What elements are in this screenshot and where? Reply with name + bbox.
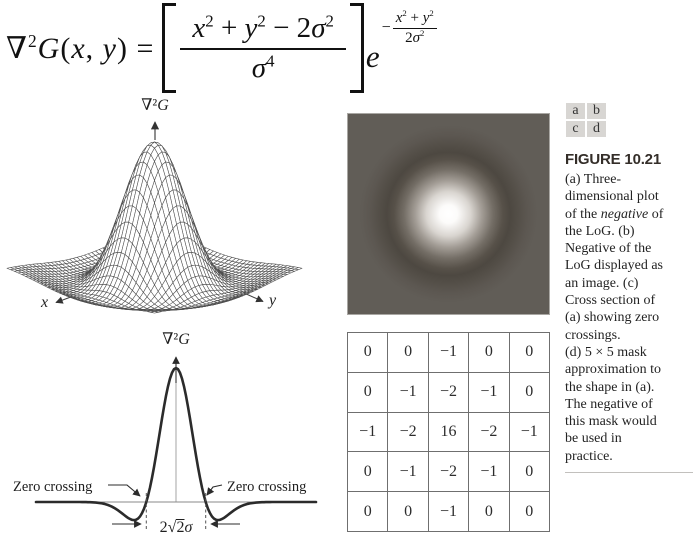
left-bracket — [162, 3, 177, 93]
z-axis-label: ∇²G — [162, 331, 190, 348]
mask-cell: −1 — [468, 451, 510, 493]
mask-row: 0 −1 −2 −1 0 — [346, 371, 551, 413]
panel-key-a: a — [566, 103, 585, 119]
panel-key-d: d — [587, 121, 606, 137]
exponent-minus: − — [381, 19, 391, 36]
mask-cell: 0 — [508, 371, 551, 413]
equation-lhs: ∇2G(x, y) = — [6, 30, 155, 65]
mask-cell: 0 — [387, 491, 429, 532]
panel-key-b: b — [587, 103, 606, 119]
mask-cell: −1 — [346, 411, 389, 453]
exponential-e: e — [365, 39, 380, 74]
zero-crossing-label-left: Zero crossing — [13, 479, 92, 495]
mask-cell: −2 — [387, 411, 429, 453]
y-axis-label: y — [267, 292, 277, 309]
mask-row: 0 0 −1 0 0 — [346, 491, 551, 532]
mask-cell: −1 — [427, 491, 470, 532]
log-image — [347, 113, 550, 315]
mesh-surface — [6, 141, 303, 314]
mask-cell: 0 — [508, 332, 551, 373]
mask-cell: 0 — [346, 491, 389, 532]
mask-cell: −2 — [427, 451, 470, 493]
mask-cell: 0 — [508, 451, 551, 493]
zero-crossing-leader-left — [108, 484, 141, 497]
mask-cell: −1 — [387, 451, 429, 493]
x-axis-label: x — [40, 294, 48, 311]
zero-crossing-width-label: 2√2σ — [160, 519, 194, 536]
mask-cell: −2 — [427, 371, 470, 413]
fraction-denominator: σ4 — [251, 50, 275, 84]
zero-crossing-label-right: Zero crossing — [227, 479, 306, 495]
log-3d-surface-plot: ∇²G x y — [6, 97, 303, 314]
exponent-denominator: 2σ2 — [405, 27, 425, 46]
panel-key-c: c — [566, 121, 585, 137]
z-axis-label: ∇²G — [141, 97, 169, 114]
exponent: − x2 + y2 2σ2 — [381, 8, 437, 47]
right-bracket — [349, 3, 364, 93]
mask-cell: 0 — [468, 491, 510, 532]
mask-cell: 0 — [508, 491, 551, 532]
mask-cell: −1 — [508, 411, 551, 453]
mask-cell: −1 — [468, 371, 510, 413]
figure-number: FIGURE 10.21 — [565, 151, 661, 168]
exponent-fraction: x2 + y2 2σ2 — [392, 8, 437, 47]
mask-cell: −2 — [468, 411, 510, 453]
mask-cell: 0 — [346, 451, 389, 493]
mask-cell: −1 — [427, 332, 470, 373]
mask-cell: −1 — [387, 371, 429, 413]
log-equation: ∇2G(x, y) = x2 + y2 − 2σ2 σ4 e − x2 + y2… — [6, 2, 437, 94]
equation-fraction: x2 + y2 − 2σ2 σ4 — [180, 12, 346, 85]
mask-row: −1 −2 16 −2 −1 — [346, 411, 551, 453]
log-mask-table: 0 0 −1 0 0 0 −1 −2 −1 0 −1 −2 16 −2 −1 0 −1 −2 −1 0 0 0 −1 0 0 — [346, 332, 551, 532]
mask-cell: 16 — [427, 411, 470, 453]
exponent-numerator: x2 + y2 — [392, 8, 437, 29]
fraction-numerator: x2 + y2 − 2σ2 — [180, 12, 346, 50]
mask-cell: 0 — [346, 371, 389, 413]
mask-cell: 0 — [346, 332, 389, 373]
caption-rule — [565, 472, 693, 474]
mask-cell: 0 — [387, 332, 429, 373]
mask-row: 0 −1 −2 −1 0 — [346, 451, 551, 493]
log-cross-section-plot: ∇²G Zero crossing Zero crossing 2√2σ — [13, 331, 318, 536]
mask-row: 0 0 −1 0 0 — [346, 332, 551, 373]
zero-crossing-leader-right — [206, 484, 223, 496]
mask-cell: 0 — [468, 332, 510, 373]
caption-text: (a) Three-dimensional plot of the negativ… — [565, 172, 664, 464]
